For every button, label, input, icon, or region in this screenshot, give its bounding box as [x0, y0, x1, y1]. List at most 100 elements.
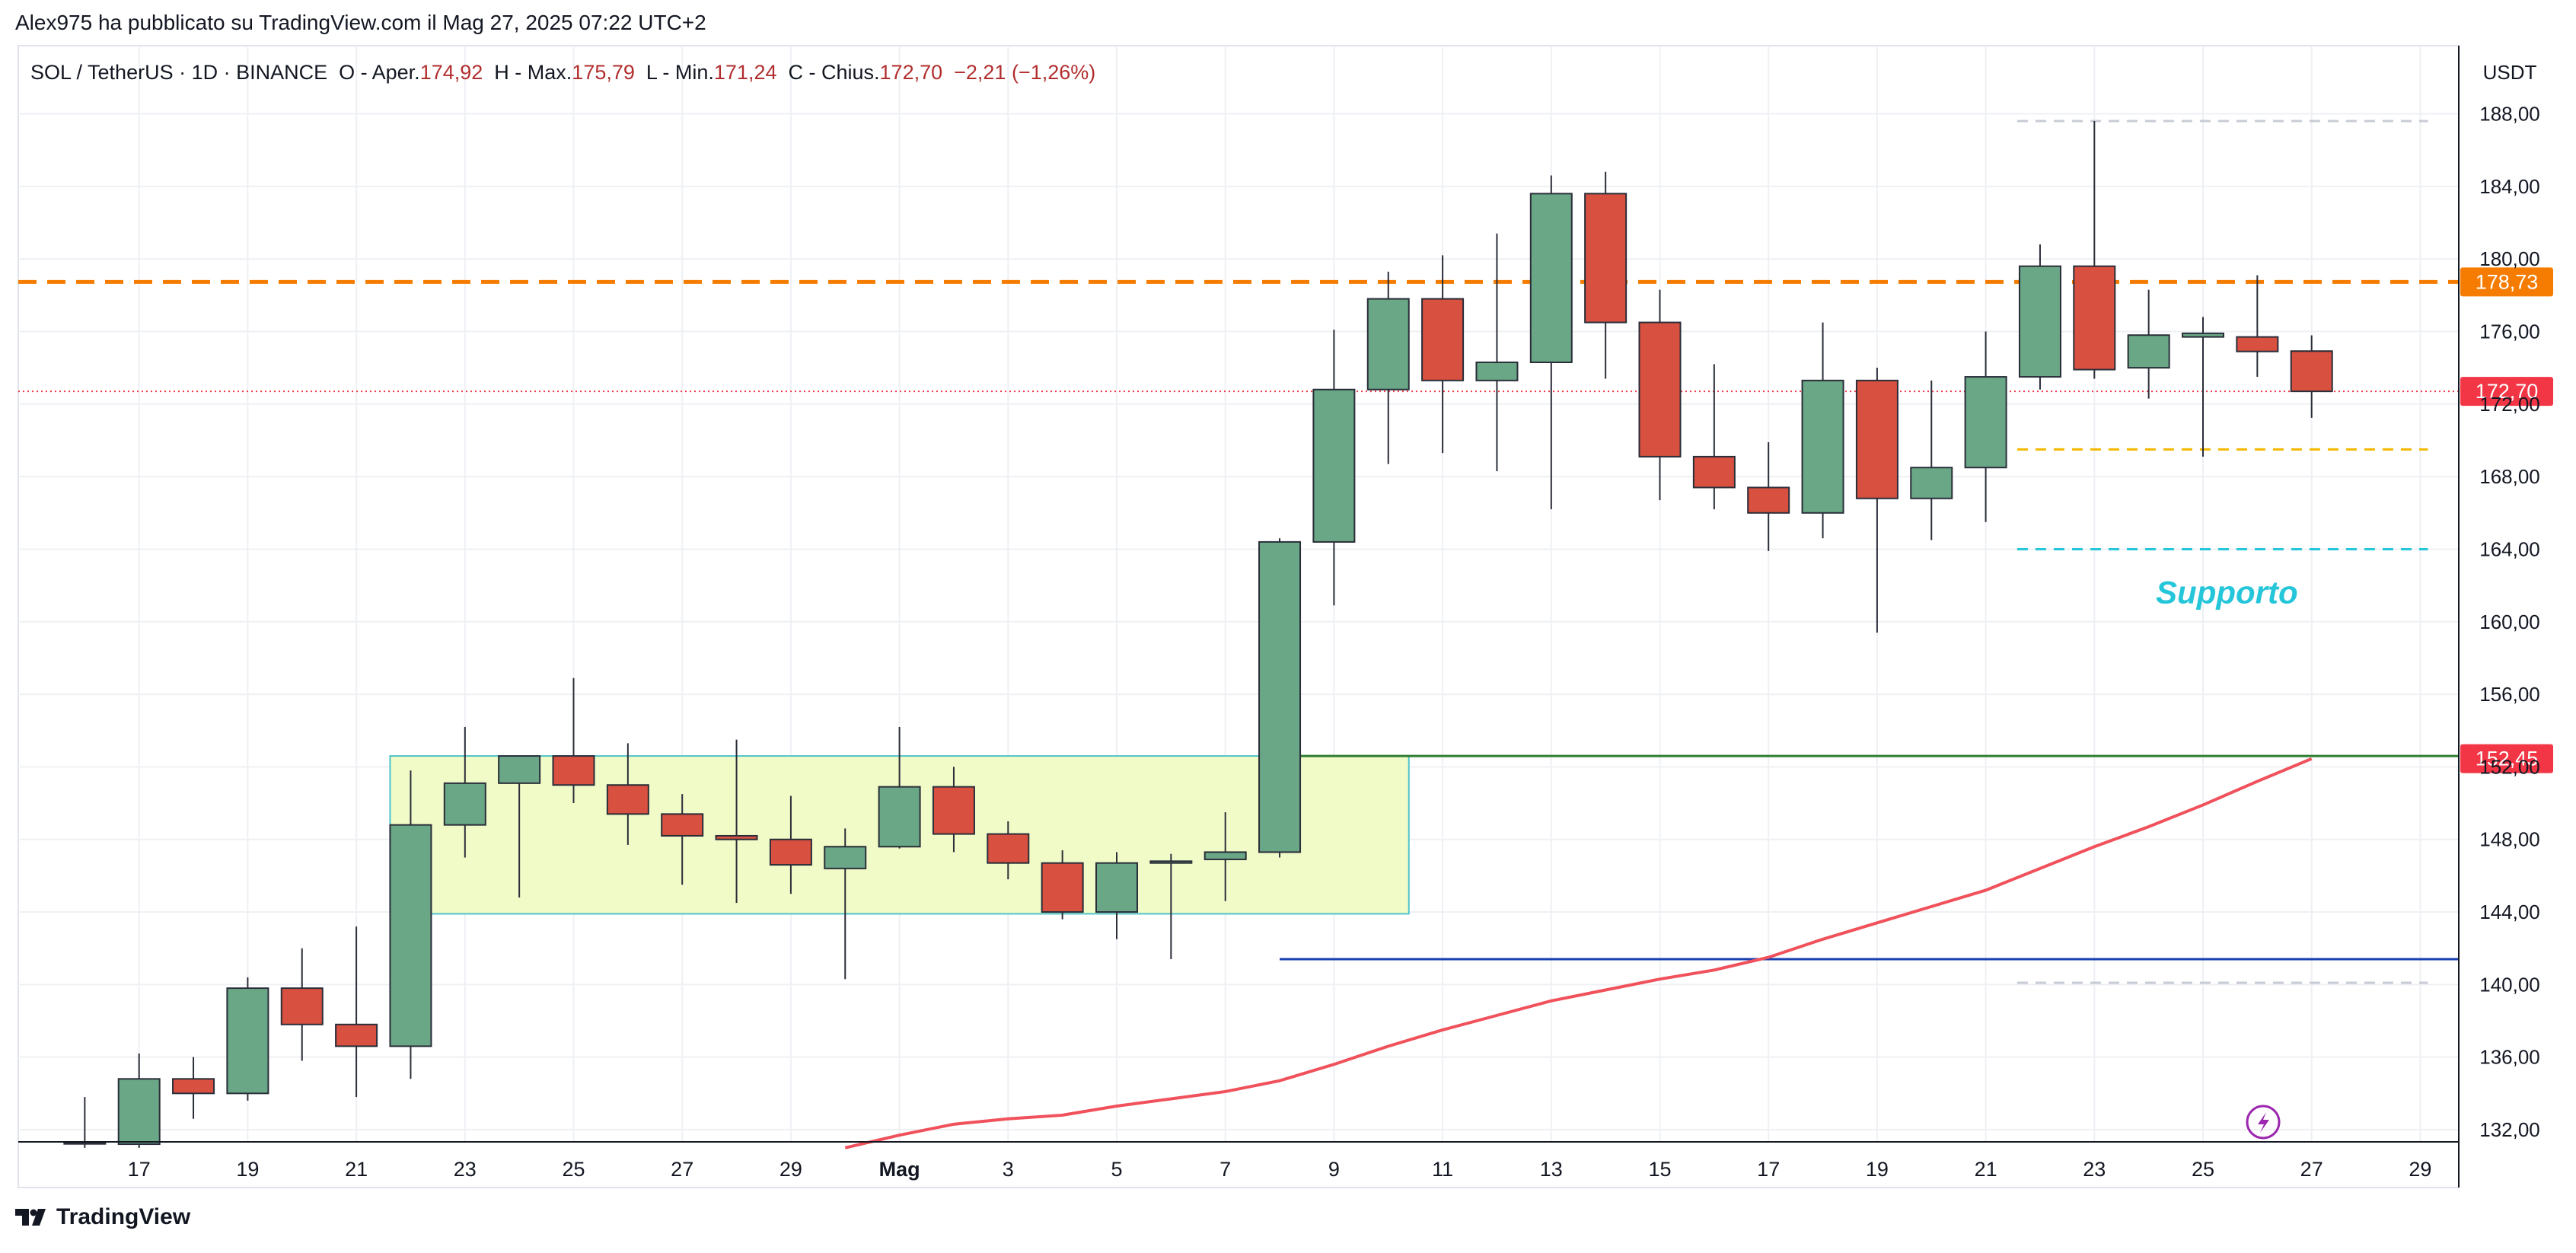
candle-body-up — [1910, 467, 1953, 499]
candle[interactable] — [552, 678, 595, 804]
candle[interactable] — [987, 821, 1030, 880]
candle-body-up — [389, 824, 432, 1047]
x-tick-label: 17 — [128, 1158, 151, 1181]
price-tag-last-price — [2460, 377, 2553, 407]
candle[interactable] — [63, 1097, 107, 1148]
price-axis[interactable]: 188,00 184,00 180,00 176,00 172,00 168,00 164,… — [2458, 46, 2540, 1188]
candle[interactable] — [715, 739, 758, 904]
price-tag-label-last-price: 172,70 — [2476, 380, 2539, 403]
candle[interactable] — [606, 743, 649, 845]
candle[interactable] — [932, 767, 975, 853]
legend-symbol: SOL / TetherUS · 1D · BINANCE — [30, 61, 339, 84]
candle[interactable] — [389, 770, 432, 1079]
candle[interactable] — [2073, 121, 2116, 379]
legend-o-label: O - Aper. — [339, 61, 420, 84]
candle[interactable] — [1149, 853, 1193, 959]
candle[interactable] — [1258, 538, 1302, 858]
y-tick-label: 132,00 — [2479, 1118, 2540, 1141]
x-tick-label: 7 — [1219, 1158, 1231, 1181]
candle-body-up — [226, 987, 269, 1095]
y-tick-label: 148,00 — [2479, 828, 2540, 851]
candle[interactable] — [1529, 175, 1573, 510]
candle[interactable] — [1692, 364, 1736, 510]
y-tick-label: 180,00 — [2479, 247, 2540, 270]
candle[interactable] — [1801, 322, 1844, 539]
candle[interactable] — [280, 948, 324, 1061]
legend-h-value: 175,79 — [572, 61, 646, 84]
candle[interactable] — [2290, 335, 2333, 418]
candle-body-down — [1584, 193, 1628, 324]
candle[interactable] — [824, 828, 867, 980]
price-tag-label-ma-level: 152,45 — [2476, 748, 2539, 770]
candle-body-down — [280, 987, 324, 1025]
candle-body-down — [1638, 321, 1682, 458]
legend-c-label: C - Chius. — [789, 61, 880, 84]
candle-body-down — [715, 834, 758, 840]
candle[interactable] — [1747, 442, 1790, 551]
candle[interactable] — [1366, 271, 1410, 464]
candle[interactable] — [1204, 811, 1247, 901]
x-tick-label: 25 — [2192, 1158, 2214, 1181]
candle[interactable] — [2236, 275, 2279, 378]
candles-layer[interactable] — [63, 121, 2333, 1148]
candle[interactable] — [878, 726, 921, 849]
brand-name: TradingView — [56, 1204, 191, 1229]
candle-body-down — [172, 1078, 215, 1095]
candle[interactable] — [1910, 380, 1953, 540]
candle[interactable] — [661, 794, 704, 885]
y-tick-label: 188,00 — [2479, 103, 2540, 126]
candle[interactable] — [2127, 289, 2170, 399]
legend-o-value: 174,92 — [420, 61, 495, 84]
candle[interactable] — [335, 926, 378, 1098]
candle[interactable] — [1475, 233, 1519, 471]
candle[interactable] — [2018, 244, 2061, 390]
candle[interactable] — [1584, 171, 1628, 379]
candle[interactable] — [117, 1053, 161, 1148]
x-tick-label: 29 — [779, 1158, 802, 1181]
support-label[interactable]: Supporto — [2156, 575, 2298, 611]
x-tick-label: 15 — [1648, 1158, 1671, 1181]
alert-icon[interactable] — [2246, 1105, 2281, 1140]
candle[interactable] — [1964, 331, 2007, 522]
x-tick-label: 9 — [1328, 1158, 1340, 1181]
candle-body-down — [2073, 265, 2116, 371]
x-tick-label: 3 — [1003, 1158, 1014, 1181]
ohlc-legend: SOL / TetherUS · 1D · BINANCE O - Aper.1… — [30, 61, 1095, 84]
tradingview-mark-icon — [15, 1209, 46, 1226]
moving-average-layer — [844, 757, 2313, 1149]
candle-body-down — [2290, 350, 2333, 393]
price-tag-ma-level — [2460, 744, 2553, 773]
x-tick-label: 21 — [345, 1158, 368, 1181]
candle-body-up — [117, 1078, 161, 1146]
candle[interactable] — [2182, 317, 2224, 457]
candle[interactable] — [1638, 289, 1682, 501]
candle[interactable] — [1421, 255, 1465, 454]
candle[interactable] — [1312, 330, 1356, 606]
candle-body-up — [2127, 334, 2170, 369]
candle[interactable] — [769, 795, 812, 894]
y-tick-label: 152,00 — [2479, 755, 2540, 778]
candle[interactable] — [1095, 852, 1138, 939]
candle[interactable] — [1041, 850, 1084, 920]
candle-body-down — [1421, 298, 1465, 381]
candle[interactable] — [443, 726, 486, 858]
candle-body-up — [824, 846, 867, 869]
candle-body-down — [1692, 455, 1736, 489]
candle[interactable] — [226, 977, 269, 1101]
candle-body-down — [769, 838, 812, 866]
candle[interactable] — [172, 1057, 215, 1119]
y-tick-label: 164,00 — [2479, 537, 2540, 560]
candle-body-up — [1204, 851, 1247, 860]
annotation-layer: Supporto — [2156, 575, 2298, 611]
y-tick-label: 168,00 — [2479, 465, 2540, 488]
candle[interactable] — [498, 755, 541, 898]
candle-body-down — [987, 833, 1030, 864]
candle[interactable] — [1855, 368, 1899, 633]
tradingview-logo[interactable]: TradingView — [15, 1204, 190, 1230]
grid — [18, 46, 2459, 1142]
candle-body-up — [1366, 298, 1410, 391]
candle-body-down — [661, 813, 704, 837]
time-axis[interactable]: 17 19 21 23 25 27 29 Mag 3 5 7 9 11 13 15 17 19 21 23 25 27 2… — [18, 1141, 2459, 1181]
